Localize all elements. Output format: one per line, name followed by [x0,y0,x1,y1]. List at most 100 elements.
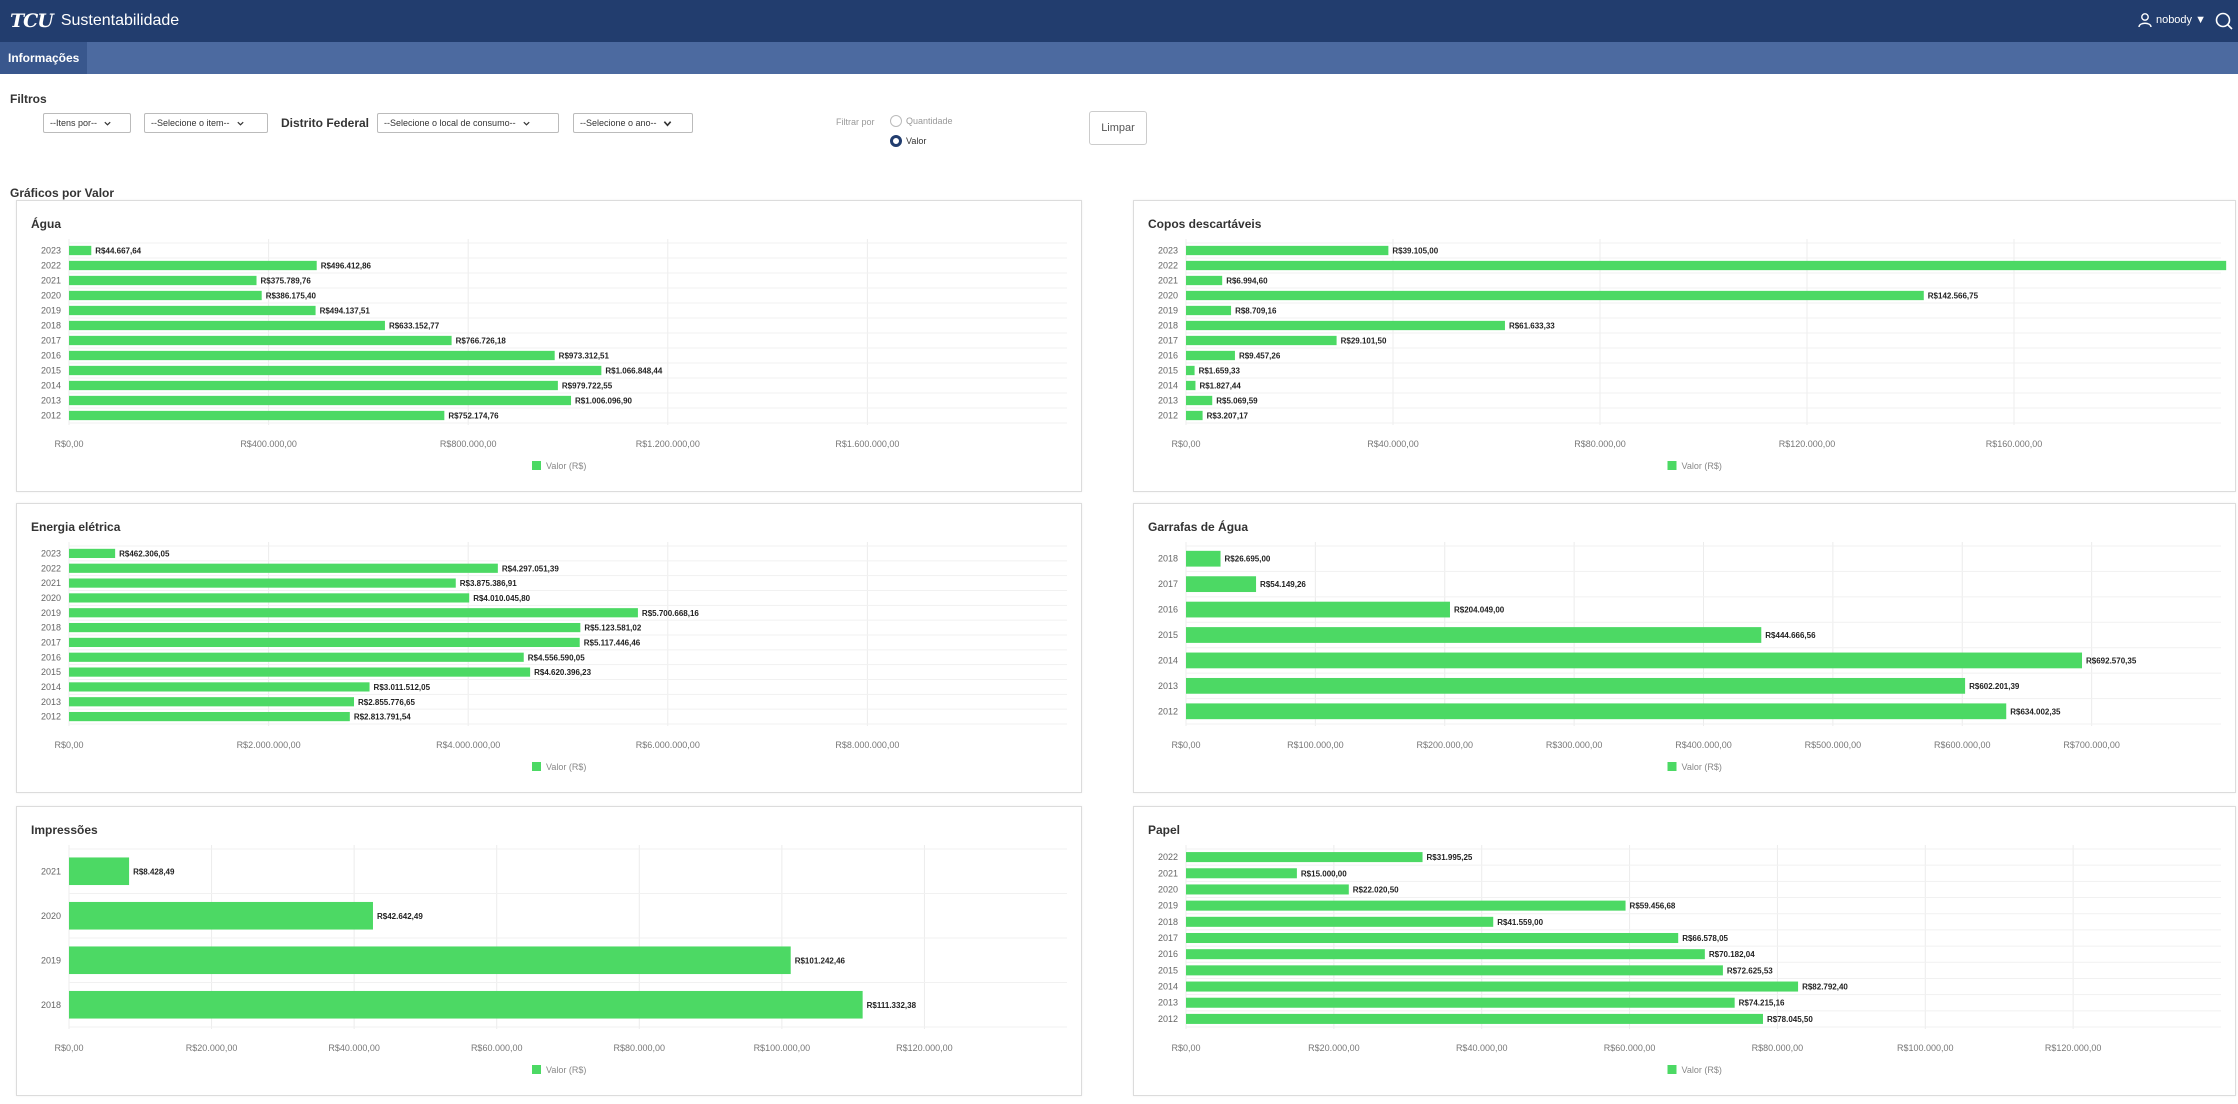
bar[interactable] [1186,365,1195,376]
bar[interactable] [69,901,373,930]
bar[interactable] [69,395,572,406]
tick-label: R$100.000,00 [1287,740,1344,750]
data-label: R$5.069,59 [1216,397,1258,406]
bar[interactable] [1186,576,1257,593]
legend-label[interactable]: Valor (R$) [546,1065,586,1075]
bar[interactable] [1186,932,1679,944]
bar[interactable] [69,260,317,271]
legend-label[interactable]: Valor (R$) [1682,1065,1722,1075]
bar[interactable] [1186,677,1966,694]
bar[interactable] [69,857,130,886]
data-label: R$39.105,00 [1392,247,1438,256]
tcu-logo[interactable]: TCU [10,10,54,32]
bar[interactable] [69,275,257,286]
year-select[interactable]: --Selecione o ano-- [573,113,693,133]
bar[interactable] [69,410,445,421]
category-label: 2019 [41,955,61,965]
bar[interactable] [1186,410,1203,421]
category-label: 2019 [1158,306,1178,316]
bar[interactable] [1186,868,1297,879]
data-label: R$386.175,40 [266,292,317,301]
app-title[interactable]: Sustentabilidade [60,12,180,29]
bar[interactable] [1186,275,1223,286]
bar[interactable] [1186,652,2083,669]
bar[interactable] [1186,884,1349,895]
bar[interactable] [69,365,602,376]
bar[interactable] [1186,601,1450,618]
user-menu[interactable]: nobody ▼ [2138,12,2206,28]
bar[interactable] [69,637,580,648]
bar[interactable] [1186,852,1423,863]
legend-label[interactable]: Valor (R$) [546,461,586,471]
bar[interactable] [69,335,452,346]
bar[interactable] [69,290,262,301]
bar[interactable] [1186,335,1337,346]
radio-value[interactable]: Valor [890,135,926,147]
bar[interactable] [69,652,524,662]
category-label: 2018 [41,321,61,331]
bar[interactable] [69,305,316,316]
data-label: R$22.020,50 [1353,885,1399,894]
bar[interactable] [69,711,350,722]
bar[interactable] [1186,627,1762,643]
bar[interactable] [69,593,470,603]
bar[interactable] [69,682,370,692]
bar[interactable] [1186,260,2227,271]
bar[interactable] [1186,380,1196,391]
bar[interactable] [69,320,385,331]
bar[interactable] [1186,981,1799,992]
bar[interactable] [69,548,116,559]
legend-swatch[interactable] [532,762,541,771]
chart-panel-copos: Copos descartáveis R$0,00 R$40.000,00 R$80… [1133,200,2236,492]
tab-informacoes[interactable]: Informações [0,42,88,74]
category-label: 2015 [1158,366,1178,376]
bar[interactable] [1186,550,1221,567]
bar[interactable] [69,608,638,618]
tick-label: R$60.000,00 [1604,1043,1656,1053]
bar[interactable] [69,380,558,391]
bar[interactable] [69,578,456,588]
item-type-select[interactable]: --Itens por-- [43,113,131,133]
legend-label[interactable]: Valor (R$) [546,762,586,772]
legend-swatch[interactable] [1667,461,1677,470]
bar[interactable] [1186,965,1723,976]
location-select[interactable]: --Selecione o local de consumo-- [377,113,559,133]
bar[interactable] [1186,703,2007,720]
bar[interactable] [69,350,555,361]
bar[interactable] [69,245,92,256]
bar[interactable] [69,990,863,1019]
bar[interactable] [1186,395,1213,406]
bar[interactable] [1186,305,1232,316]
search-icon[interactable] [2214,11,2234,31]
bar[interactable] [69,697,355,707]
bar[interactable] [69,563,498,573]
legend-label[interactable]: Valor (R$) [1682,762,1722,772]
legend-swatch[interactable] [1667,762,1677,771]
bar[interactable] [69,622,581,633]
data-label: R$752.174,76 [448,412,499,421]
bar[interactable] [1186,320,1505,331]
bar[interactable] [1186,1013,1763,1024]
legend-swatch[interactable] [532,461,541,470]
bar[interactable] [1186,900,1626,911]
clear-button[interactable]: Limpar [1089,111,1147,145]
legend-swatch[interactable] [532,1065,541,1074]
user-name[interactable]: nobody ▼ [2155,14,2206,26]
legend-swatch[interactable] [1667,1065,1677,1074]
data-label: R$3.875.386,91 [460,579,517,588]
item-select[interactable]: --Selecione o item-- [144,113,268,133]
bar[interactable] [1186,949,1705,960]
bar[interactable] [1186,916,1494,927]
radio-quantity-circle[interactable] [890,115,902,127]
bar[interactable] [69,946,791,975]
year-select-value: --Selecione o ano-- [580,118,657,128]
chart-panel-garrafas: Garrafas de Água R$0,00 R$100.000,00 R$200… [1133,503,2236,793]
legend-label[interactable]: Valor (R$) [1682,461,1722,471]
bar[interactable] [69,667,531,677]
radio-value-circle[interactable] [890,135,902,147]
bar[interactable] [1186,290,1924,301]
bar[interactable] [1186,997,1735,1008]
bar[interactable] [1186,350,1235,361]
bar[interactable] [1186,245,1389,256]
radio-quantity[interactable]: Quantidade [890,115,953,127]
